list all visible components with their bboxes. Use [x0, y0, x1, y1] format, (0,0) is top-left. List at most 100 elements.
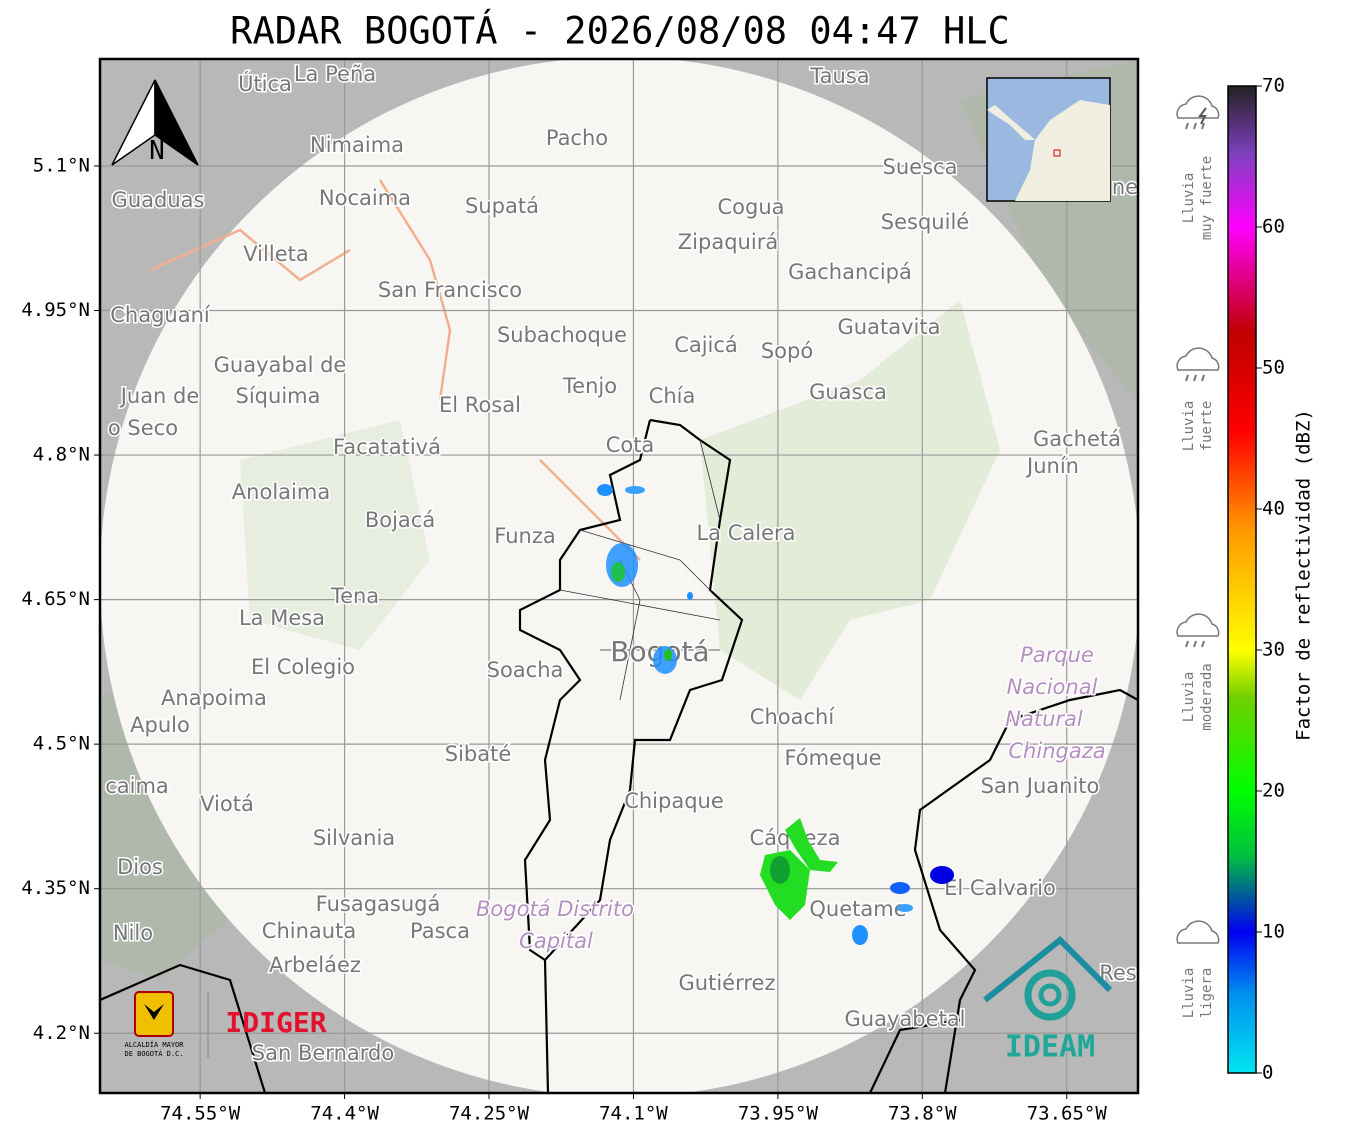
place-label: El Rosal	[439, 393, 521, 417]
colorbar: 0 10 20 30 40 50 60 70 Factor de reflectividad …	[1176, 75, 1315, 1084]
colorbar-tick-label: 70	[1262, 75, 1285, 97]
place-label: Res	[1099, 961, 1137, 985]
colorbar-tick-label: 10	[1262, 921, 1285, 943]
place-label: Choachí	[750, 705, 836, 729]
place-label: Guayabetal	[845, 1007, 966, 1031]
lat-tick-label: 4.2°N	[33, 1022, 90, 1044]
place-label: La Mesa	[239, 606, 325, 630]
colorbar-tick-label: 60	[1262, 216, 1285, 238]
rain-category-label: Lluvia	[1181, 401, 1197, 452]
lat-tick-label: 4.8°N	[33, 444, 90, 466]
lat-tick-label: 5.1°N	[33, 154, 90, 176]
place-label: Nilo	[113, 921, 153, 945]
place-label: o Seco	[108, 416, 178, 440]
alcaldia-text: ALCALDÍA MAYOR	[124, 1040, 184, 1049]
rain-category-label: muy fuerte	[1199, 156, 1215, 240]
place-label: Chipaque	[624, 789, 724, 813]
place-label: Útica	[238, 71, 292, 96]
place-label: Pasca	[410, 919, 470, 943]
place-label: Cogua	[717, 195, 784, 219]
colorbar-tick-label: 50	[1262, 357, 1285, 379]
north-label: N	[149, 136, 165, 166]
place-label: Funza	[494, 524, 555, 548]
place-label: Arbeláez	[269, 953, 361, 977]
colorbar-gradient	[1227, 85, 1257, 1074]
lon-tick-label: 73.95°W	[738, 1103, 819, 1125]
place-label: San Bernardo	[252, 1041, 394, 1065]
place-label: Facatativá	[333, 435, 441, 459]
colorbar-label: Factor de reflectividad (dBZ)	[1293, 409, 1315, 741]
lightning	[1198, 107, 1207, 125]
lon-tick-label: 74.25°W	[449, 1103, 530, 1125]
place-label: Gachancipá	[788, 260, 912, 284]
place-label: Tenjo	[562, 374, 617, 398]
rain-category-label: Lluvia	[1181, 173, 1197, 224]
place-label: Sesquilé	[881, 210, 969, 234]
place-label: Apulo	[130, 713, 190, 737]
place-label: Guatavita	[838, 315, 941, 339]
idiger-logo: IDIGER	[225, 1006, 326, 1039]
lon-tick-label: 73.8°W	[888, 1103, 957, 1125]
place-label: Subachoque	[497, 323, 627, 347]
place-label: La Peña	[294, 62, 376, 86]
place-label: Suesca	[883, 155, 958, 179]
place-label: Supatá	[465, 194, 539, 218]
place-label: Sibaté	[445, 742, 512, 766]
place-label: Natural	[1005, 707, 1083, 731]
radar-echoes	[597, 484, 954, 945]
place-label: Junín	[1025, 454, 1079, 478]
terrain	[240, 420, 430, 650]
place-label: Bojacá	[365, 508, 435, 532]
place-label: Nacional	[1007, 675, 1098, 699]
place-label: Fómeque	[784, 746, 881, 770]
colorbar-tick-label: 30	[1262, 639, 1285, 661]
place-label: Silvania	[313, 826, 395, 850]
department-boundary	[100, 688, 1138, 1093]
place-label: caima	[105, 774, 169, 798]
map-frame	[98, 57, 1140, 1095]
place-label: Parque	[1020, 643, 1094, 667]
place-label: Gutiérrez	[679, 971, 776, 995]
place-label: Chía	[649, 384, 696, 408]
place-label: San Juanito	[981, 774, 1100, 798]
place-label: ne	[1112, 175, 1138, 199]
colorbar-tick-label: 20	[1262, 780, 1285, 802]
alcaldia-text: DE BOGOTÁ D.C.	[124, 1049, 183, 1058]
lat-tick-label: 4.65°N	[21, 588, 90, 610]
rain-category-label: Lluvia	[1181, 672, 1197, 723]
rain-drops	[1185, 640, 1205, 648]
place-label: El Colegio	[251, 655, 355, 679]
ideam-logo: IDEAM	[983, 935, 1113, 1065]
north-arrow: N	[111, 79, 199, 166]
rain-icon	[1176, 95, 1220, 119]
place-label: Cajicá	[674, 333, 738, 357]
rain-category-label: ligera	[1199, 968, 1215, 1019]
place-label: Juan de	[119, 384, 200, 408]
rain-drops	[1185, 122, 1205, 130]
rain-icon	[1176, 347, 1220, 371]
place-label: Viotá	[200, 792, 254, 816]
place-label: Chinauta	[262, 919, 356, 943]
rain-icon	[1176, 920, 1220, 944]
place-label: Anolaima	[232, 480, 330, 504]
lon-tick-label: 74.55°W	[160, 1103, 241, 1125]
ideam-text: IDEAM	[1005, 1030, 1095, 1065]
colorbar-tick-label: 40	[1262, 498, 1285, 520]
place-label: La Calera	[696, 521, 795, 545]
place-label: Villeta	[243, 242, 308, 266]
place-label: Nocaima	[319, 186, 411, 210]
place-label: Bogotá Distrito	[476, 897, 634, 921]
place-label: Tausa	[809, 64, 869, 88]
lat-tick-label: 4.35°N	[21, 877, 90, 899]
lon-tick-label: 74.4°W	[310, 1103, 379, 1125]
alcaldia-logo: ALCALDÍA MAYOR DE BOGOTÁ D.C. IDIGER	[124, 991, 327, 1058]
place-label: Chingaza	[1008, 739, 1105, 763]
place-label: Quetame	[809, 897, 906, 921]
place-label: Gachetá	[1033, 427, 1121, 451]
place-label: Síquima	[236, 384, 321, 408]
place-label: Chaguaní	[110, 303, 211, 327]
lat-tick-label: 4.5°N	[33, 733, 90, 755]
place-label: Guayabal de	[214, 353, 347, 377]
place-label: Tena	[330, 584, 379, 608]
